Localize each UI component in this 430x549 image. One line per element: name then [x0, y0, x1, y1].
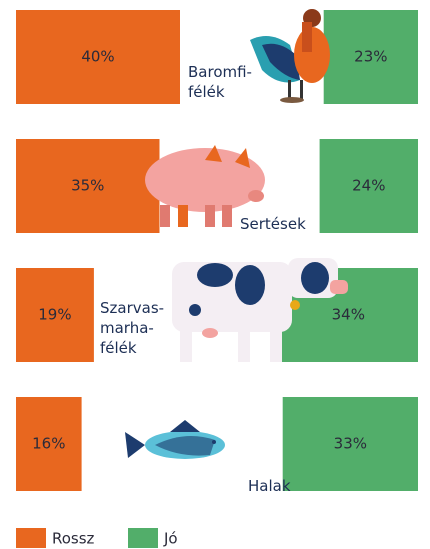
turkey-icon [250, 9, 330, 103]
value-label: 23% [354, 48, 387, 66]
legend-label: Rossz [52, 530, 95, 548]
value-label: 16% [32, 435, 65, 453]
value-label: 19% [38, 306, 71, 324]
legend-swatch [128, 528, 158, 548]
category-label: Halak [248, 476, 291, 496]
value-label: 33% [334, 435, 367, 453]
category-label: Szarvas- marha- félék [100, 298, 164, 358]
fish-icon [125, 420, 225, 459]
infographic: 40% 23% 35% 24% 19% 34% 16% 33% [0, 0, 430, 549]
category-label: Baromfi- félék [188, 62, 252, 102]
value-label: 34% [332, 306, 365, 324]
category-label: Sertések [240, 214, 306, 234]
value-label: 40% [81, 48, 114, 66]
value-label: 35% [71, 177, 104, 195]
legend-swatch [16, 528, 46, 548]
legend-label: Jó [163, 530, 178, 548]
legend: Rossz Jó [16, 528, 178, 548]
value-label: 24% [352, 177, 385, 195]
